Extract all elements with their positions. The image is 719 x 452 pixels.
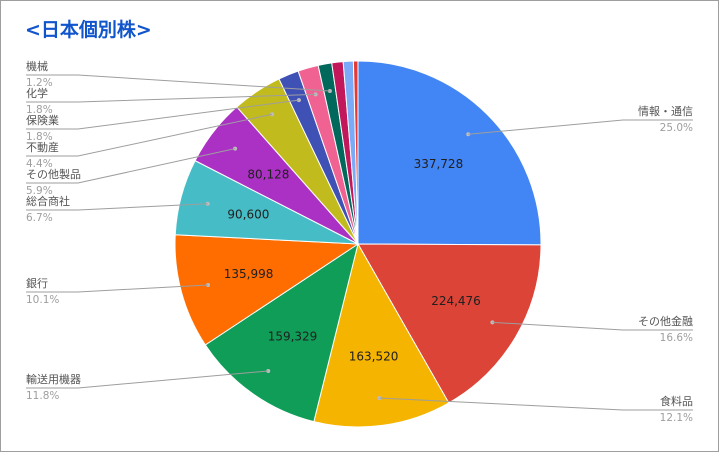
percent-label-5: 6.7%	[26, 212, 53, 224]
leader-line-3	[26, 370, 269, 389]
chart-title: <日本個別株>	[25, 19, 152, 41]
category-label-6: その他製品	[26, 167, 81, 181]
value-label-6: 80,128	[247, 167, 289, 181]
leader-line-8	[26, 99, 299, 130]
leader-line-9	[26, 93, 316, 103]
category-label-3: 輸送用機器	[26, 372, 81, 386]
percent-label-7: 4.4%	[26, 158, 53, 170]
category-label-9: 化学	[26, 86, 48, 100]
percent-label-1: 16.6%	[660, 332, 693, 344]
percent-label-6: 5.9%	[26, 185, 53, 197]
value-label-0: 337,728	[414, 157, 464, 171]
percent-label-0: 25.0%	[660, 122, 693, 134]
slice-4	[174, 234, 360, 346]
percent-label-10: 1.2%	[26, 77, 53, 89]
category-label-8: 保険業	[26, 113, 59, 127]
leader-line-10	[26, 74, 330, 92]
pie-slices	[174, 60, 542, 428]
category-label-0: 情報・通信	[638, 105, 693, 118]
percent-label-8: 1.8%	[26, 131, 53, 143]
slice-labels: 337,728 情報・通信 25.0% 224,476 その他金融 16.6% 163,52…	[26, 59, 693, 424]
category-label-10: 機械	[26, 59, 48, 73]
value-label-4: 135,998	[224, 267, 274, 281]
category-label-2: 食料品	[660, 394, 693, 408]
category-label-1: その他金融	[638, 314, 693, 328]
leader-line-1	[492, 321, 693, 331]
slice-2	[313, 242, 450, 428]
slice-3	[204, 242, 359, 423]
slice-1	[357, 243, 542, 404]
category-label-5: 総合商社	[26, 194, 70, 208]
leader-line-2	[379, 397, 693, 411]
percent-label-4: 10.1%	[26, 294, 59, 306]
category-label-7: 不動産	[26, 140, 59, 154]
percent-label-3: 11.8%	[26, 390, 59, 402]
leader-line-4	[26, 284, 209, 293]
leader-line-0	[468, 119, 693, 135]
value-label-1: 224,476	[431, 294, 481, 308]
slice-0	[357, 60, 542, 246]
slice-13	[352, 60, 359, 245]
value-label-3: 159,329	[268, 330, 318, 344]
percent-label-9: 1.8%	[26, 104, 53, 116]
leader-lines	[26, 74, 693, 411]
category-label-4: 銀行	[26, 276, 48, 290]
leader-line-5	[26, 203, 208, 211]
leader-line-7	[26, 113, 273, 157]
leader-line-6	[26, 148, 236, 184]
value-label-5: 90,600	[227, 208, 269, 222]
percent-label-2: 12.1%	[660, 412, 693, 424]
value-label-2: 163,520	[349, 349, 399, 363]
